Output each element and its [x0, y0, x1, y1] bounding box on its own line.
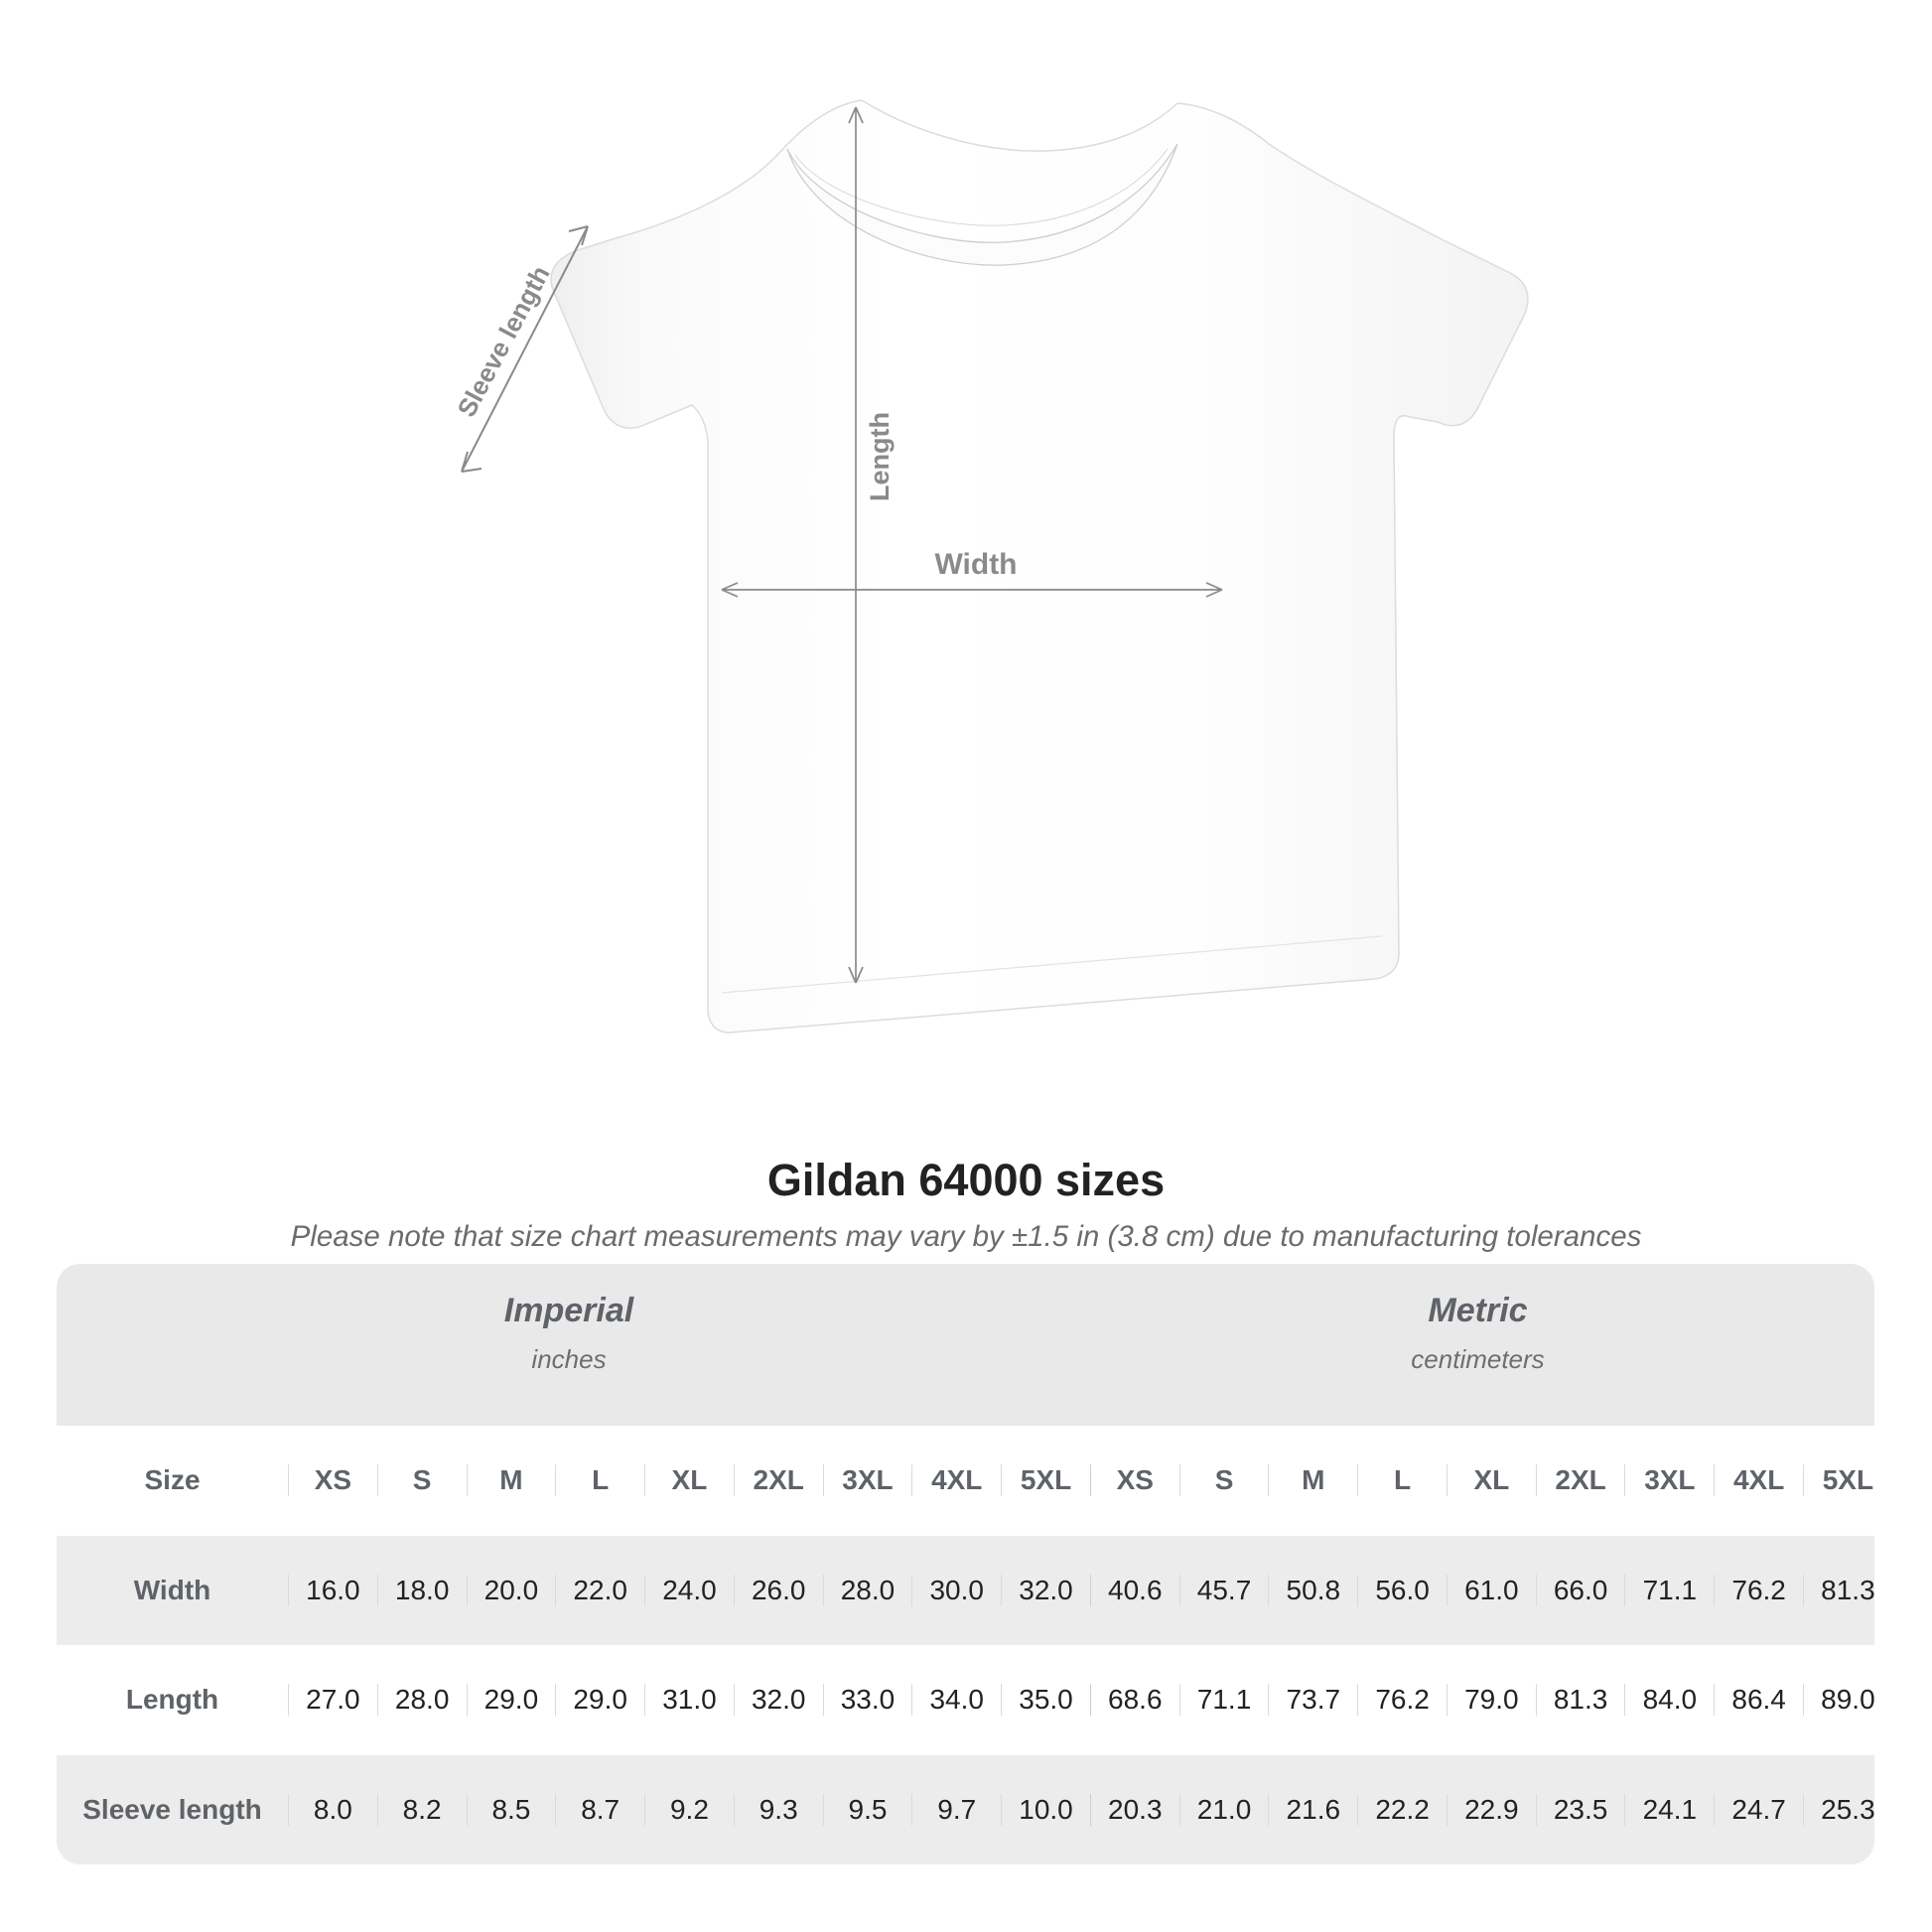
svg-text:Width: Width	[934, 548, 1017, 581]
svg-text:Sleeve length: Sleeve length	[451, 261, 555, 422]
svg-text:Length: Length	[865, 412, 895, 501]
